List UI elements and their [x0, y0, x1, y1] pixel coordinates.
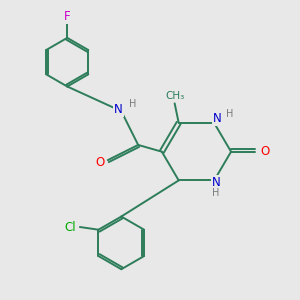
- Text: N: N: [114, 103, 123, 116]
- Text: CH₃: CH₃: [165, 91, 184, 101]
- Text: F: F: [64, 11, 70, 23]
- Text: N: N: [212, 176, 220, 189]
- Text: O: O: [96, 156, 105, 169]
- Text: O: O: [260, 145, 269, 158]
- Text: N: N: [212, 112, 221, 125]
- Text: H: H: [129, 99, 137, 109]
- Text: H: H: [226, 109, 233, 118]
- Text: Cl: Cl: [64, 220, 76, 233]
- Text: H: H: [212, 188, 220, 198]
